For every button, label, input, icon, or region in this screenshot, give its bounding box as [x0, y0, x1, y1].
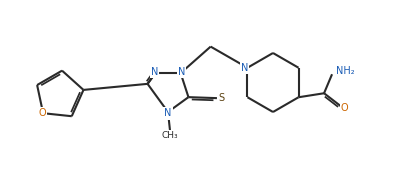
Text: S: S [218, 93, 225, 103]
Text: O: O [38, 108, 46, 118]
Text: N: N [178, 67, 185, 77]
Text: N: N [164, 108, 172, 118]
Text: O: O [341, 103, 348, 113]
Text: NH₂: NH₂ [335, 66, 354, 76]
Text: N: N [151, 67, 158, 77]
Text: CH₃: CH₃ [162, 131, 178, 140]
Text: N: N [241, 63, 248, 73]
